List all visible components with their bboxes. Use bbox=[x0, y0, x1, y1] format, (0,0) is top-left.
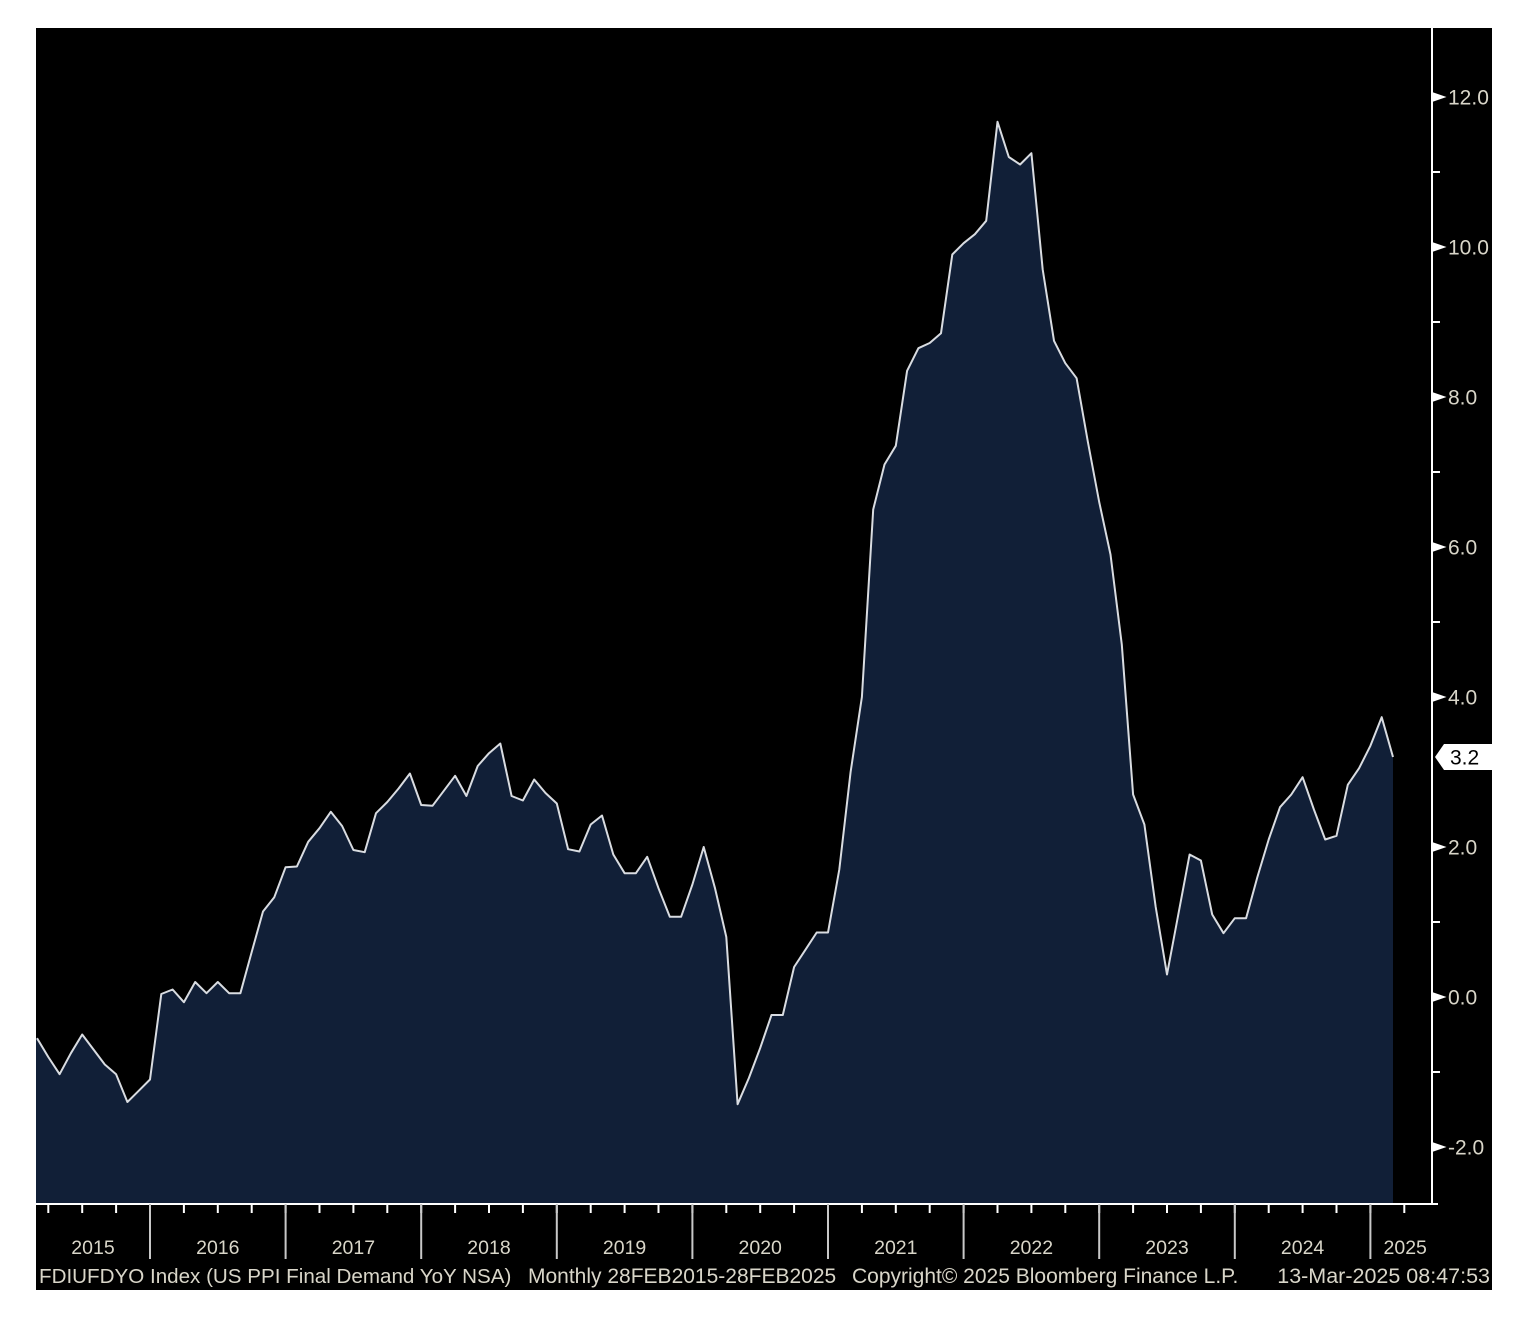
svg-text:2016: 2016 bbox=[196, 1237, 239, 1259]
svg-text:-2.0: -2.0 bbox=[1448, 1137, 1484, 1160]
svg-text:8.0: 8.0 bbox=[1448, 387, 1477, 410]
svg-text:2.0: 2.0 bbox=[1448, 837, 1477, 860]
svg-text:2020: 2020 bbox=[739, 1237, 783, 1259]
svg-text:2021: 2021 bbox=[874, 1237, 917, 1259]
svg-text:6.0: 6.0 bbox=[1448, 537, 1477, 560]
svg-text:13-Mar-2025 08:47:53: 13-Mar-2025 08:47:53 bbox=[1277, 1264, 1490, 1288]
svg-text:2024: 2024 bbox=[1281, 1237, 1325, 1259]
svg-text:Monthly 28FEB2015-28FEB2025: Monthly 28FEB2015-28FEB2025 bbox=[528, 1265, 836, 1288]
svg-text:2015: 2015 bbox=[71, 1237, 115, 1259]
svg-text:10.0: 10.0 bbox=[1448, 237, 1489, 260]
svg-text:Copyright© 2025 Bloomberg Fina: Copyright© 2025 Bloomberg Finance L.P. bbox=[852, 1265, 1238, 1288]
svg-text:2022: 2022 bbox=[1010, 1237, 1053, 1259]
svg-text:2019: 2019 bbox=[603, 1237, 646, 1259]
svg-text:4.0: 4.0 bbox=[1448, 687, 1477, 710]
svg-text:2017: 2017 bbox=[332, 1237, 375, 1259]
svg-text:FDIUFDYO Index (US PPI Final D: FDIUFDYO Index (US PPI Final Demand YoY … bbox=[39, 1265, 511, 1288]
svg-text:3.2: 3.2 bbox=[1450, 747, 1479, 770]
svg-text:2025: 2025 bbox=[1384, 1237, 1428, 1259]
svg-text:0.0: 0.0 bbox=[1448, 987, 1477, 1010]
svg-text:2018: 2018 bbox=[467, 1237, 510, 1259]
svg-text:12.0: 12.0 bbox=[1448, 87, 1489, 110]
svg-text:2023: 2023 bbox=[1145, 1237, 1188, 1259]
